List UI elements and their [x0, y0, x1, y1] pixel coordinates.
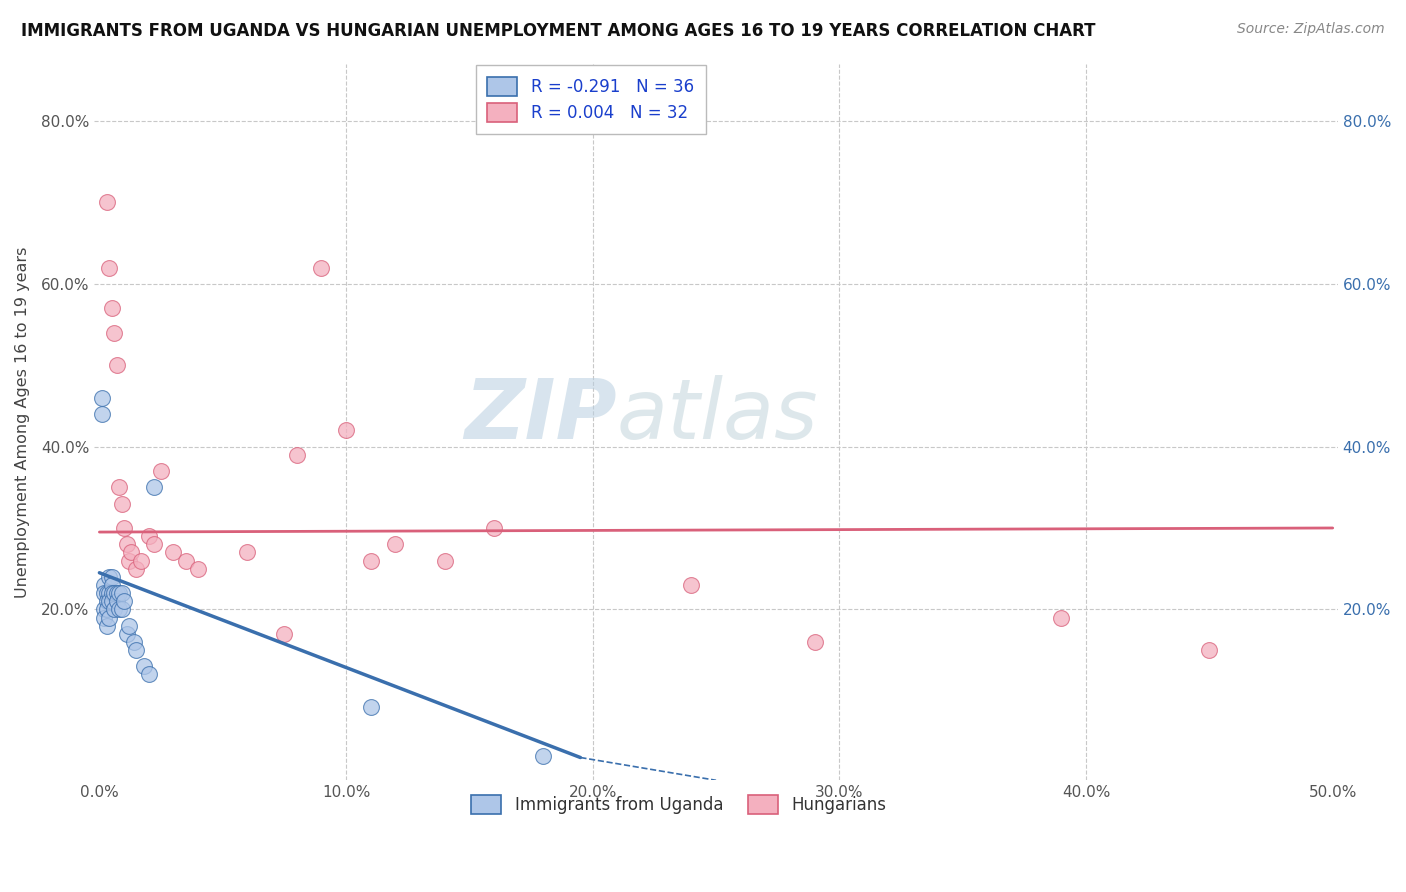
Point: [98, 586, 121, 600]
Point: [1050, 610, 1073, 624]
Point: [105, 586, 128, 600]
Point: [108, 586, 131, 600]
Point: [433, 553, 456, 567]
Point: [115, 537, 138, 551]
Point: [118, 618, 141, 632]
Point: [96, 586, 118, 600]
Point: [131, 553, 153, 567]
Point: [90, 407, 112, 421]
Point: [96, 618, 118, 632]
Point: [335, 423, 357, 437]
Point: [103, 326, 125, 340]
Text: ZIP: ZIP: [464, 375, 617, 456]
Point: [681, 578, 703, 592]
Point: [105, 358, 128, 372]
Point: [162, 545, 184, 559]
Point: [98, 260, 121, 275]
Y-axis label: Unemployment Among Ages 16 to 19 years: Unemployment Among Ages 16 to 19 years: [15, 246, 30, 598]
Text: IMMIGRANTS FROM UGANDA VS HUNGARIAN UNEMPLOYMENT AMONG AGES 16 TO 19 YEARS CORRE: IMMIGRANTS FROM UGANDA VS HUNGARIAN UNEM…: [21, 22, 1095, 40]
Point: [115, 627, 138, 641]
Point: [98, 594, 121, 608]
Point: [311, 260, 333, 275]
Point: [110, 497, 132, 511]
Point: [98, 610, 121, 624]
Legend: Immigrants from Uganda, Hungarians: Immigrants from Uganda, Hungarians: [460, 783, 898, 826]
Point: [236, 545, 259, 559]
Point: [125, 643, 148, 657]
Text: atlas: atlas: [617, 375, 818, 456]
Point: [108, 480, 131, 494]
Point: [142, 537, 165, 551]
Point: [93, 602, 115, 616]
Point: [360, 553, 382, 567]
Point: [93, 578, 115, 592]
Point: [112, 594, 135, 608]
Point: [1198, 643, 1220, 657]
Point: [122, 635, 145, 649]
Point: [93, 610, 115, 624]
Point: [125, 562, 148, 576]
Point: [285, 448, 308, 462]
Point: [174, 553, 197, 567]
Point: [96, 594, 118, 608]
Point: [100, 301, 122, 316]
Point: [360, 700, 382, 714]
Point: [96, 602, 118, 616]
Point: [100, 594, 122, 608]
Point: [121, 545, 143, 559]
Text: Source: ZipAtlas.com: Source: ZipAtlas.com: [1237, 22, 1385, 37]
Point: [90, 391, 112, 405]
Point: [103, 602, 125, 616]
Point: [112, 521, 135, 535]
Point: [187, 562, 209, 576]
Point: [132, 659, 155, 673]
Point: [100, 570, 122, 584]
Point: [108, 602, 131, 616]
Point: [103, 586, 125, 600]
Point: [100, 578, 122, 592]
Point: [138, 667, 160, 681]
Point: [93, 586, 115, 600]
Point: [482, 521, 505, 535]
Point: [105, 594, 128, 608]
Point: [138, 529, 160, 543]
Point: [150, 464, 173, 478]
Point: [110, 586, 132, 600]
Point: [96, 195, 118, 210]
Point: [142, 480, 165, 494]
Point: [118, 553, 141, 567]
Point: [98, 570, 121, 584]
Point: [273, 627, 295, 641]
Point: [803, 635, 825, 649]
Point: [531, 748, 554, 763]
Point: [384, 537, 406, 551]
Point: [110, 602, 132, 616]
Point: [100, 586, 122, 600]
